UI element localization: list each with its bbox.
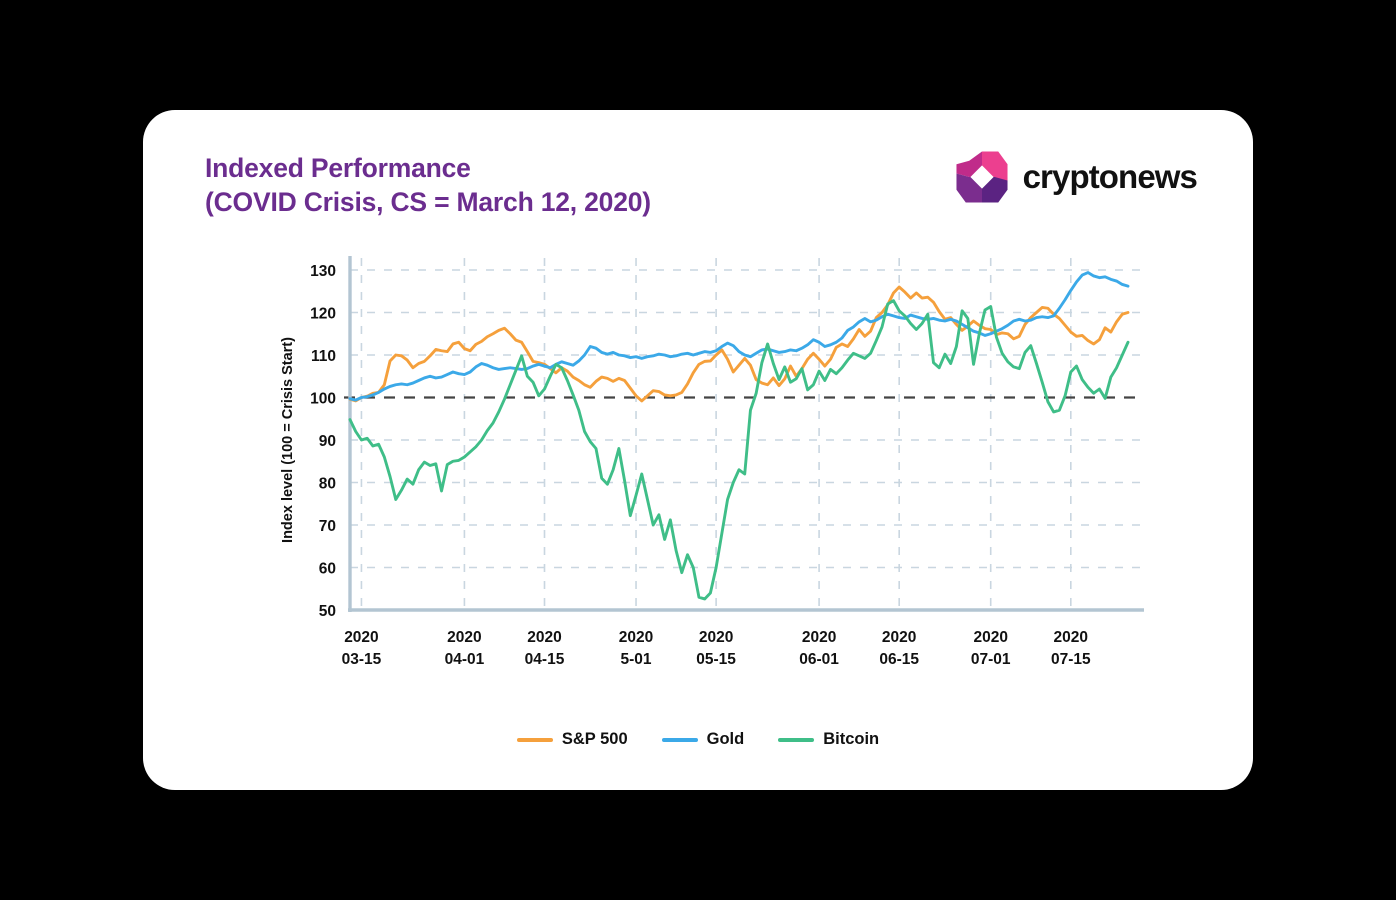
title-line-1: Indexed Performance: [205, 153, 471, 183]
legend-swatch-bitcoin: [778, 737, 815, 742]
y-axis-tick-label: 60: [319, 561, 336, 578]
x-axis-tick-date: 06-15: [879, 651, 919, 668]
x-axis-tick-year: 2020: [1054, 629, 1088, 646]
x-axis-tick-year: 2020: [527, 629, 561, 646]
brand-name: cryptonews: [1022, 158, 1198, 195]
y-axis-tick-label: 120: [310, 306, 336, 323]
x-axis-tick-year: 2020: [973, 629, 1007, 646]
page-title: Indexed Performance (COVID Crisis, CS = …: [205, 151, 651, 220]
cryptonews-logo-icon: [956, 151, 1008, 203]
x-axis-tick-date: 06-01: [799, 651, 839, 668]
chart-legend: S&P 500 Gold Bitcoin: [143, 730, 1253, 749]
x-axis-tick-year: 2020: [699, 629, 733, 646]
x-axis-tick-year: 2020: [344, 629, 378, 646]
y-axis-tick-label: 90: [319, 433, 336, 450]
y-axis-tick-label: 50: [319, 603, 336, 620]
legend-item-gold: Gold: [661, 730, 745, 749]
x-axis-tick-date: 5-01: [621, 651, 652, 668]
x-axis-tick-date: 07-01: [971, 651, 1011, 668]
x-axis-tick-year: 2020: [447, 629, 481, 646]
legend-item-bitcoin: Bitcoin: [778, 730, 879, 749]
x-axis-tick-date: 07-15: [1051, 651, 1091, 668]
y-axis-tick-label: 100: [310, 391, 336, 408]
y-axis-tick-label: 80: [319, 476, 336, 493]
legend-item-sp500: S&P 500: [516, 730, 628, 749]
x-axis-tick-year: 2020: [802, 629, 836, 646]
series-line-s-p-500: [348, 285, 1130, 403]
legend-label-sp500: S&P 500: [561, 730, 628, 748]
chart-canvas: 50 60 70 80 90 100 110 120 130 Index level (100 =…: [143, 250, 1253, 750]
x-axis-tick-date: 03-15: [342, 651, 382, 668]
y-axis-title: Index level (100 = Crisis Start): [280, 337, 296, 543]
legend-swatch-gold: [661, 737, 698, 742]
line-chart: 50 60 70 80 90 100 110 120 130 Index level (100 =…: [280, 256, 1144, 668]
legend-swatch-sp500: [516, 737, 553, 742]
chart-card: Indexed Performance (COVID Crisis, CS = …: [143, 110, 1253, 790]
brand-lockup: cryptonews: [953, 148, 1198, 206]
x-axis-tick-date: 04-01: [445, 651, 485, 668]
legend-label-gold: Gold: [706, 730, 745, 748]
x-axis-tick-date: 04-15: [525, 651, 565, 668]
series-line-bitcoin: [348, 299, 1130, 601]
title-line-2: (COVID Crisis, CS = March 12, 2020): [205, 187, 651, 218]
series-line-gold: [348, 271, 1130, 402]
x-axis-tick-year: 2020: [882, 629, 916, 646]
legend-label-bitcoin: Bitcoin: [823, 730, 880, 748]
x-axis-tick-year: 2020: [619, 629, 653, 646]
y-axis-tick-label: 110: [311, 348, 336, 365]
y-axis-tick-label: 70: [319, 518, 336, 535]
x-axis-tick-date: 05-15: [696, 651, 736, 668]
y-axis-tick-label: 130: [310, 263, 336, 280]
